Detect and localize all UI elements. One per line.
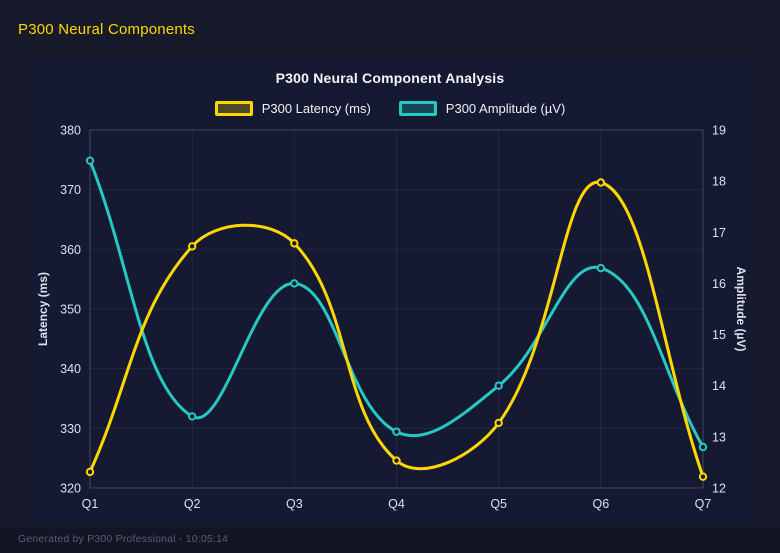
right-axis-tick: 18 bbox=[712, 175, 726, 189]
left-axis-tick: 330 bbox=[60, 422, 81, 436]
right-axis-tick: 13 bbox=[712, 430, 726, 444]
x-axis-tick: Q5 bbox=[490, 497, 507, 511]
data-point-series-0[interactable] bbox=[187, 242, 197, 251]
data-point-series-1[interactable] bbox=[187, 412, 197, 421]
left-axis-title: Latency (ms) bbox=[36, 272, 50, 346]
legend-item-latency[interactable]: P300 Latency (ms) bbox=[214, 101, 371, 116]
right-axis-tick: 19 bbox=[712, 124, 726, 138]
amplitude-series-swatch-icon bbox=[398, 101, 437, 116]
right-axis-tick: 16 bbox=[712, 277, 726, 291]
data-point-series-0[interactable] bbox=[494, 418, 503, 428]
line-chart: 320 330 340 350 360 370 380 12 13 14 15 16 17 18 19 Q1 Q… bbox=[36, 124, 748, 512]
x-axis-tick: Q6 bbox=[592, 497, 609, 511]
x-axis-tick: Q4 bbox=[388, 497, 405, 511]
data-point-series-1[interactable] bbox=[494, 381, 503, 390]
right-axis-tick: 15 bbox=[712, 328, 726, 342]
left-axis-tick: 370 bbox=[60, 183, 81, 197]
status-bar: Generated by P300 Professional - 10:05:1… bbox=[0, 527, 780, 553]
left-axis-tick: 380 bbox=[60, 124, 81, 138]
data-point-series-1[interactable] bbox=[596, 263, 606, 273]
chart-panel: P300 Neural Component Analysis P300 Late… bbox=[30, 57, 750, 525]
left-axis-tick: 340 bbox=[60, 362, 81, 376]
left-axis-tick: 350 bbox=[60, 303, 81, 317]
x-axis-tick: Q2 bbox=[184, 497, 201, 511]
chart-title: P300 Neural Component Analysis bbox=[275, 70, 505, 86]
right-axis-title: Amplitude (µV) bbox=[734, 267, 748, 352]
legend-label-latency: P300 Latency (ms) bbox=[261, 101, 371, 116]
x-axis-tick: Q1 bbox=[82, 497, 99, 511]
page-title: P300 Neural Components bbox=[18, 21, 196, 38]
data-point-series-1[interactable] bbox=[85, 156, 95, 165]
right-axis-tick: 14 bbox=[712, 379, 726, 393]
left-axis-tick: 320 bbox=[60, 482, 81, 496]
right-axis-tick: 17 bbox=[712, 226, 726, 240]
data-point-series-1[interactable] bbox=[698, 442, 708, 452]
data-point-series-0[interactable] bbox=[290, 239, 299, 248]
x-axis-tick: Q3 bbox=[286, 497, 303, 511]
data-point-series-0[interactable] bbox=[596, 178, 606, 187]
status-text: Generated by P300 Professional - 10:05:1… bbox=[18, 533, 229, 545]
data-point-series-0[interactable] bbox=[698, 472, 708, 481]
data-point-series-1[interactable] bbox=[290, 279, 299, 288]
legend-label-amplitude: P300 Amplitude (µV) bbox=[445, 101, 566, 116]
data-point-series-0[interactable] bbox=[85, 467, 95, 477]
right-axis-tick: 12 bbox=[712, 482, 726, 496]
chart-legend: P300 Latency (ms) P300 Amplitude (µV) bbox=[30, 101, 750, 116]
plot-area-border bbox=[89, 129, 704, 489]
latency-series-swatch-icon bbox=[214, 101, 253, 116]
data-point-series-1[interactable] bbox=[392, 427, 401, 436]
data-point-series-0[interactable] bbox=[392, 456, 401, 465]
left-axis-tick: 360 bbox=[60, 243, 81, 257]
x-axis-tick: Q7 bbox=[695, 497, 712, 511]
legend-item-amplitude[interactable]: P300 Amplitude (µV) bbox=[398, 101, 566, 116]
